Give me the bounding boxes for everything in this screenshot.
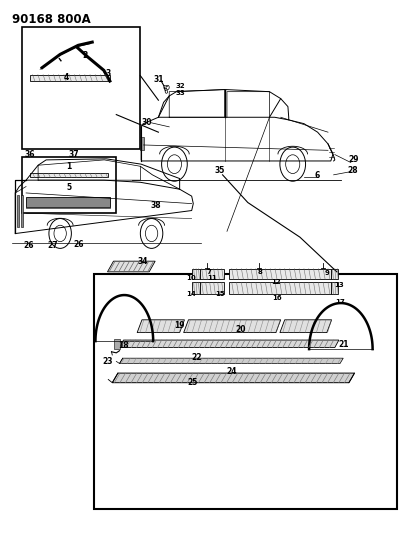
Polygon shape [119,340,339,348]
Bar [26,207,110,208]
Bar [21,195,23,227]
Text: 2: 2 [82,52,88,60]
Bar [22,157,116,213]
Bar [30,75,110,81]
Polygon shape [119,358,343,364]
Text: 23: 23 [102,357,113,366]
Text: 4: 4 [63,73,69,82]
Text: 9: 9 [324,270,329,277]
Text: 31: 31 [153,76,164,84]
Polygon shape [137,320,184,333]
Text: 8: 8 [257,269,262,275]
Text: 14: 14 [186,291,196,297]
Bar [114,339,120,349]
Text: 21: 21 [339,340,349,349]
Text: 19: 19 [174,321,185,329]
Bar [94,274,397,509]
Text: 26: 26 [73,240,83,248]
Text: 30: 30 [141,118,152,127]
Text: 37: 37 [69,150,79,159]
Bar [200,269,224,279]
Text: 6: 6 [315,172,320,180]
Text: 90168 800A: 90168 800A [12,13,91,26]
Text: 22: 22 [191,353,202,361]
Bar [229,269,331,279]
Bar [192,282,200,294]
Text: 34: 34 [137,257,148,265]
Bar [200,282,224,294]
Text: 5: 5 [67,183,71,192]
Bar [30,173,108,177]
Polygon shape [112,373,354,383]
Bar [331,269,338,279]
Text: 25: 25 [187,378,198,387]
Bar [17,195,19,227]
Text: 12: 12 [271,279,281,286]
Text: 33: 33 [176,90,185,96]
Text: 3: 3 [105,69,111,78]
Polygon shape [107,261,155,272]
Polygon shape [184,320,281,333]
Bar [331,282,338,294]
Bar [192,269,200,279]
Text: 13: 13 [334,281,344,288]
Text: 24: 24 [227,367,237,376]
Text: 1: 1 [66,162,72,171]
Text: 20: 20 [235,325,246,334]
Text: 35: 35 [215,166,225,175]
Bar [22,27,140,149]
Bar [26,197,110,207]
Text: 17: 17 [335,298,345,305]
Text: 36: 36 [25,150,35,159]
Text: 16: 16 [272,295,282,302]
Bar [229,282,331,294]
Polygon shape [280,320,332,333]
Text: 15: 15 [215,291,225,297]
Text: 26: 26 [24,241,34,249]
Text: 29: 29 [348,156,359,164]
Text: 10: 10 [186,275,196,281]
Text: 18: 18 [118,341,129,350]
Text: 11: 11 [207,275,217,281]
Bar [140,137,144,150]
Text: 32: 32 [176,83,185,90]
Text: 28: 28 [348,166,358,175]
Text: 27: 27 [48,241,58,249]
Text: 38: 38 [150,201,161,209]
Text: 7: 7 [206,269,211,275]
